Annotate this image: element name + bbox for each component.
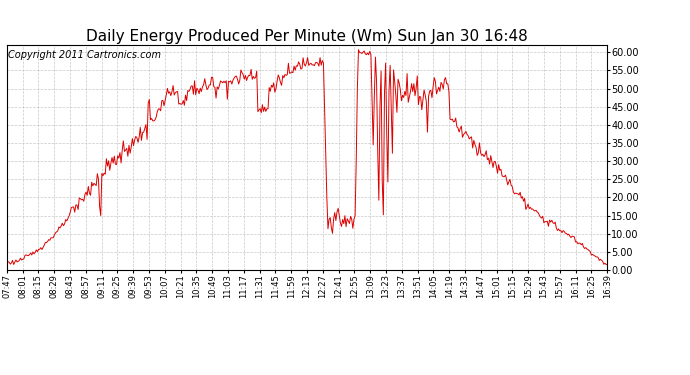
Text: Copyright 2011 Cartronics.com: Copyright 2011 Cartronics.com [8,50,161,60]
Title: Daily Energy Produced Per Minute (Wm) Sun Jan 30 16:48: Daily Energy Produced Per Minute (Wm) Su… [86,29,528,44]
